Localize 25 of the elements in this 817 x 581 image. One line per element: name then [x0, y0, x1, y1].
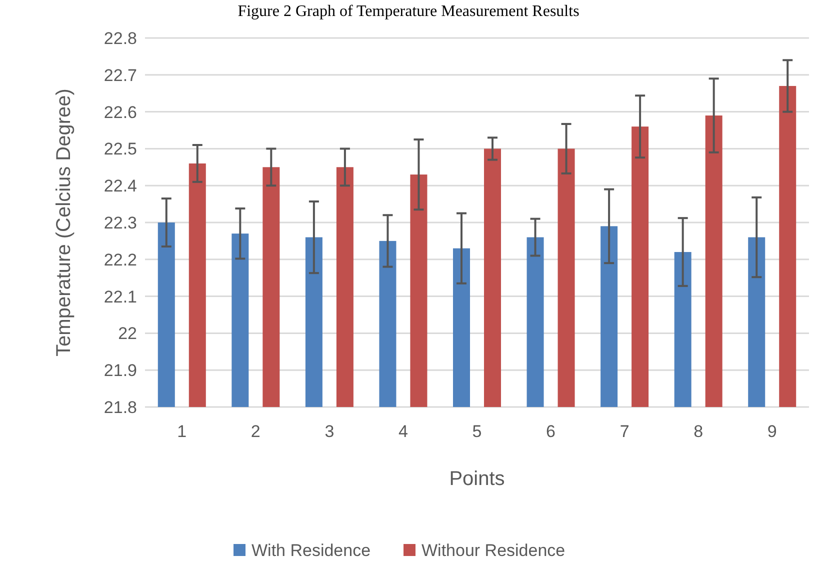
x-tick-label: 8	[694, 422, 704, 441]
y-tick-label: 22.3	[104, 213, 137, 232]
x-tick-label: 9	[767, 422, 777, 441]
x-tick-label: 1	[177, 422, 187, 441]
x-tick-label: 4	[398, 422, 408, 441]
x-tick-label: 5	[472, 422, 482, 441]
y-axis-title: Temperature (Celcius Degree)	[53, 88, 75, 356]
x-tick-label: 3	[324, 422, 334, 441]
y-tick-label: 22.6	[104, 102, 137, 122]
x-tick-label: 6	[546, 422, 556, 441]
y-tick-label: 22.1	[104, 287, 137, 306]
legend-label: Withour Residence	[422, 540, 566, 560]
y-tick-label: 22	[118, 324, 137, 344]
chart-title: Figure 2 Graph of Temperature Measurement Results	[238, 3, 580, 20]
y-tick-label: 22.5	[104, 140, 137, 159]
y-tick-label: 22.2	[104, 250, 137, 270]
y-tick-label: 22.7	[104, 66, 137, 85]
x-tick-label: 7	[620, 422, 630, 441]
y-tick-label: 22.4	[104, 176, 137, 196]
x-tick-label: 2	[250, 422, 260, 441]
legend-label: With Residence	[252, 540, 371, 560]
x-axis-title: Points	[449, 468, 505, 490]
y-tick-label: 21.9	[104, 361, 137, 380]
y-tick-label: 21.8	[104, 398, 137, 417]
y-tick-label: 22.8	[104, 28, 137, 48]
